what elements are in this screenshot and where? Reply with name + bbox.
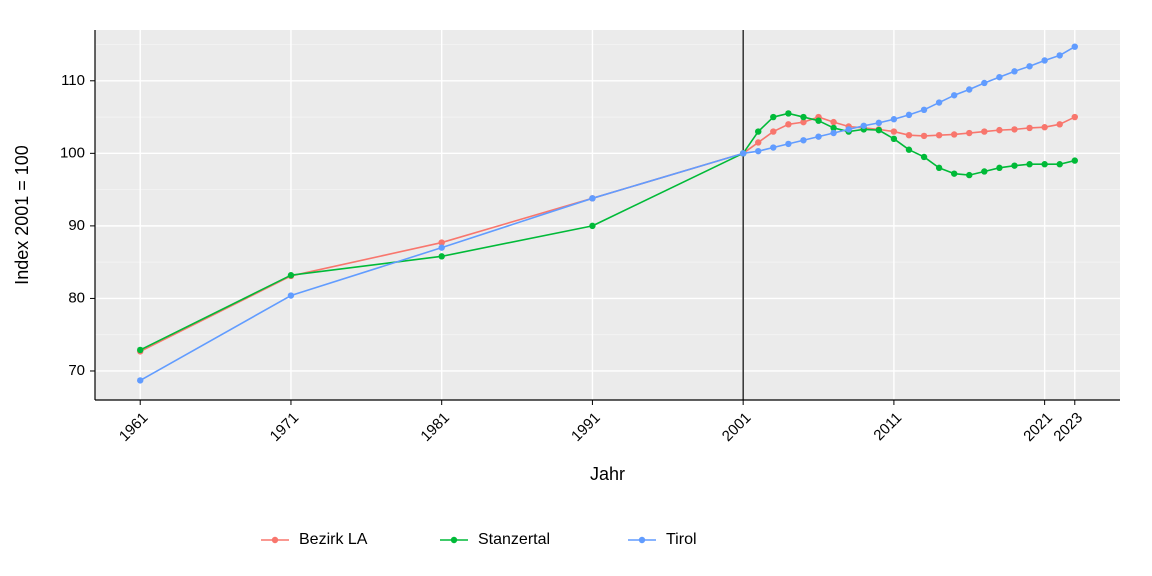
- series-point: [981, 80, 987, 86]
- legend-label: Tirol: [666, 531, 697, 548]
- x-tick-label: 2021: [1020, 409, 1056, 445]
- series-point: [137, 377, 143, 383]
- series-point: [1072, 114, 1078, 120]
- y-tick-label: 70: [68, 362, 85, 379]
- series-point: [951, 170, 957, 176]
- series-point: [966, 172, 972, 178]
- series-point: [589, 195, 595, 201]
- y-axis-title: Index 2001 = 100: [12, 145, 32, 285]
- series-point: [1011, 126, 1017, 132]
- series-point: [1041, 161, 1047, 167]
- series-point: [981, 168, 987, 174]
- series-point: [921, 107, 927, 113]
- series-point: [800, 114, 806, 120]
- series-point: [966, 86, 972, 92]
- series-point: [755, 148, 761, 154]
- series-point: [800, 137, 806, 143]
- series-point: [830, 119, 836, 125]
- series-point: [785, 121, 791, 127]
- legend-label: Bezirk LA: [299, 531, 368, 548]
- series-point: [996, 165, 1002, 171]
- series-point: [1026, 161, 1032, 167]
- legend-item: Stanzertal: [440, 531, 550, 548]
- x-tick-label: 1971: [267, 409, 303, 445]
- series-point: [1041, 124, 1047, 130]
- series-point: [921, 154, 927, 160]
- series-point: [906, 132, 912, 138]
- series-point: [845, 126, 851, 132]
- series-point: [755, 128, 761, 134]
- series-point: [589, 223, 595, 229]
- series-point: [785, 141, 791, 147]
- series-point: [137, 347, 143, 353]
- series-point: [966, 130, 972, 136]
- series-point: [770, 144, 776, 150]
- series-point: [876, 127, 882, 133]
- series-point: [891, 128, 897, 134]
- series-point: [1026, 63, 1032, 69]
- series-point: [770, 128, 776, 134]
- x-axis-title: Jahr: [590, 464, 625, 484]
- series-point: [981, 128, 987, 134]
- series-point: [861, 123, 867, 129]
- series-point: [288, 292, 294, 298]
- x-tick-label: 1981: [417, 409, 453, 445]
- legend-item: Bezirk LA: [261, 531, 368, 548]
- series-point: [1026, 125, 1032, 131]
- series-point: [1072, 43, 1078, 49]
- series-point: [755, 139, 761, 145]
- series-point: [996, 74, 1002, 80]
- series-point: [815, 117, 821, 123]
- series-point: [876, 120, 882, 126]
- series-point: [1011, 68, 1017, 74]
- series-point: [288, 272, 294, 278]
- y-tick-label: 80: [68, 289, 85, 306]
- series-point: [906, 112, 912, 118]
- chart-container: 1961 1971 1981 1991 2001 2011 20212023 70 80 90 10…: [0, 0, 1152, 576]
- series-point: [785, 110, 791, 116]
- x-tick-label: 2023: [1050, 409, 1086, 445]
- series-point: [770, 114, 776, 120]
- y-tick-label: 90: [68, 217, 85, 234]
- series-point: [830, 130, 836, 136]
- series-point: [438, 253, 444, 259]
- series-point: [740, 150, 746, 156]
- series-point: [815, 133, 821, 139]
- series-point: [438, 244, 444, 250]
- series-point: [951, 131, 957, 137]
- line-chart: 1961 1971 1981 1991 2001 2011 20212023 70 80 90 10…: [0, 0, 1152, 576]
- series-point: [936, 165, 942, 171]
- series-point: [1057, 121, 1063, 127]
- y-tick-label: 110: [61, 72, 85, 89]
- y-tick-label: 100: [60, 144, 85, 161]
- x-tick-label: 1961: [116, 409, 152, 445]
- series-point: [921, 133, 927, 139]
- series-point: [1041, 57, 1047, 63]
- series-point: [906, 147, 912, 153]
- x-tick-label: 2001: [719, 409, 755, 445]
- series-point: [936, 99, 942, 105]
- series-point: [996, 127, 1002, 133]
- legend-label: Stanzertal: [478, 531, 550, 548]
- series-point: [1057, 52, 1063, 58]
- series-point: [936, 132, 942, 138]
- series-point: [891, 116, 897, 122]
- x-tick-label: 2011: [870, 409, 905, 444]
- series-point: [951, 92, 957, 98]
- legend-item: Tirol: [628, 531, 697, 548]
- series-point: [891, 136, 897, 142]
- series-point: [1011, 162, 1017, 168]
- series-point: [1057, 161, 1063, 167]
- plot-panel: [95, 30, 1120, 400]
- series-point: [1072, 157, 1078, 163]
- x-tick-label: 1991: [568, 409, 604, 445]
